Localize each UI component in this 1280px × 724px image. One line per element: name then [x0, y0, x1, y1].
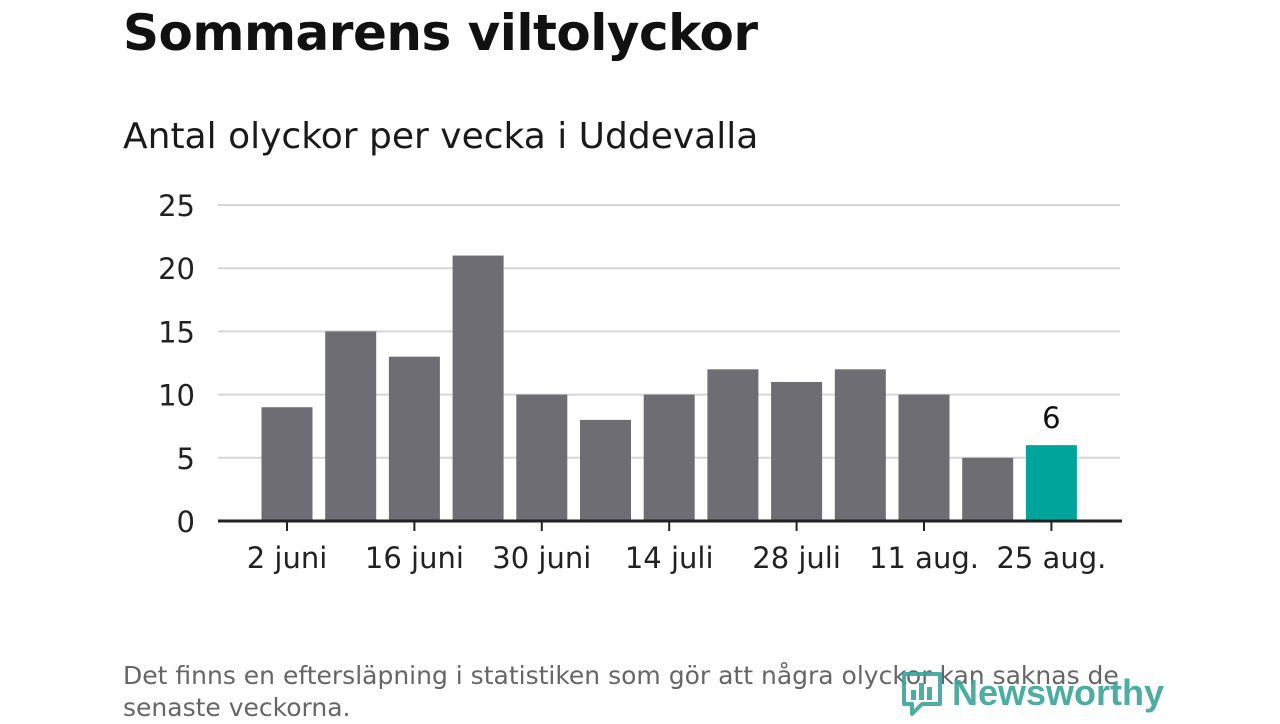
- y-tick-label: 10: [158, 379, 195, 413]
- y-tick-label: 0: [177, 505, 195, 539]
- bar: [580, 419, 631, 521]
- chart-title: Sommarens viltolyckor: [123, 4, 758, 62]
- bar: [261, 407, 313, 521]
- bar: [962, 457, 1014, 521]
- y-axis-labels: 0 5 10 15 20 25: [158, 189, 195, 539]
- x-tick-label: 30 juni: [492, 541, 591, 575]
- bar-chart: 0 5 10 15 20 25 2 juni 16 juni 30 juni 14 juli 28…: [158, 189, 1122, 575]
- data-labels: 6: [1042, 401, 1060, 435]
- footnote: Det finns en eftersläpning i statistiken…: [123, 661, 1119, 722]
- bar: [388, 356, 440, 521]
- bar: [771, 381, 823, 521]
- x-tick-label: 11 aug.: [869, 541, 979, 575]
- bar: [516, 394, 568, 521]
- bar: [643, 394, 695, 521]
- highlight-value-label: 6: [1042, 401, 1060, 435]
- x-axis: 2 juni 16 juni 30 juni 14 juli 28 juli 11 aug…: [218, 519, 1122, 575]
- y-tick-label: 25: [158, 189, 195, 223]
- bar-chart-logo-icon: [902, 672, 942, 716]
- y-tick-label: 15: [158, 315, 195, 349]
- bar: [834, 369, 886, 521]
- x-tick-label: 2 juni: [247, 541, 328, 575]
- y-tick-label: 5: [177, 442, 195, 476]
- y-tick-label: 20: [158, 252, 195, 286]
- x-tick-label: 16 juni: [365, 541, 464, 575]
- bars: [261, 255, 1077, 521]
- x-tick-label: 25 aug.: [996, 541, 1106, 575]
- bar: [1025, 445, 1077, 521]
- brand-name: Newsworthy: [952, 672, 1165, 713]
- x-tick-label: 28 juli: [752, 541, 841, 575]
- bar: [707, 369, 759, 521]
- newsworthy-logo: Newsworthy: [900, 670, 1164, 716]
- bar: [898, 394, 950, 521]
- chart-subtitle: Antal olyckor per vecka i Uddevalla: [123, 116, 759, 157]
- bar: [452, 255, 504, 521]
- x-tick-label: 14 juli: [625, 541, 714, 575]
- bar: [325, 331, 377, 521]
